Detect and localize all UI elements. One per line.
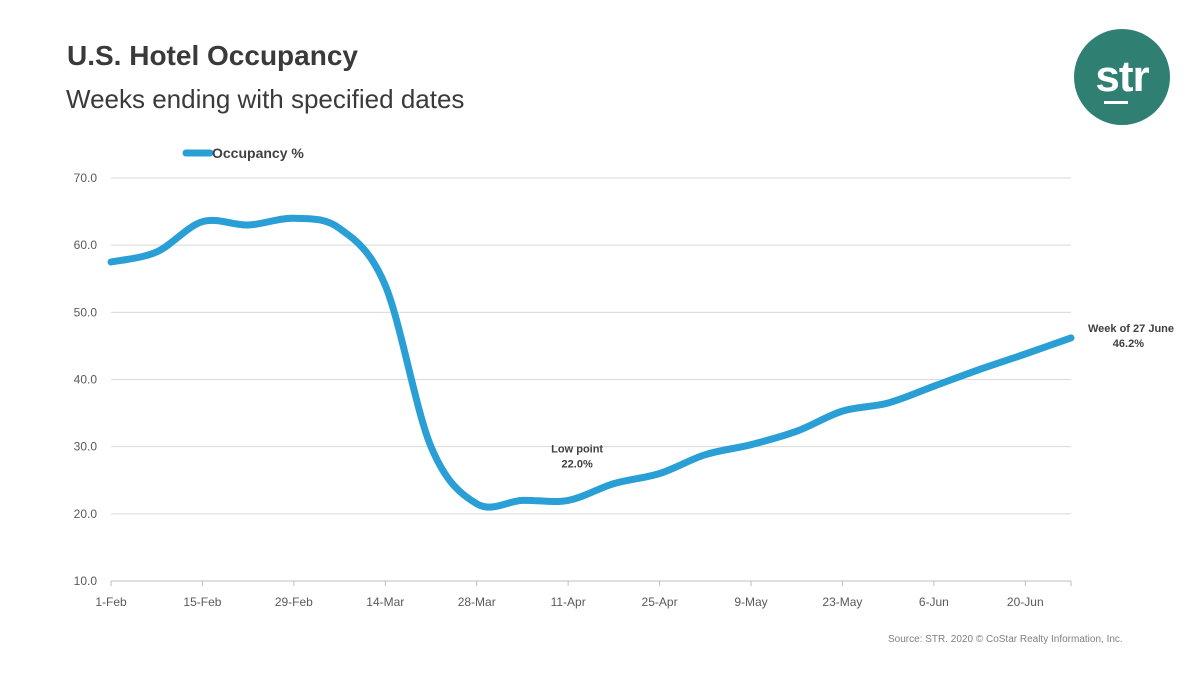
data-point [748, 442, 754, 448]
logo-text: str [1095, 52, 1149, 101]
y-tick-label: 60.0 [74, 238, 98, 252]
source-note: Source: STR. 2020 © CoStar Realty Inform… [888, 634, 1123, 645]
annotation-label: Low point [551, 443, 603, 455]
data-point [337, 225, 343, 231]
data-point [702, 452, 708, 458]
data-point [199, 219, 205, 225]
x-axis-ticks: 1-Feb 15-Feb 29-Feb 14-Mar 28-Mar 11-Apr 25-Ap… [95, 595, 1043, 609]
data-point [1068, 335, 1074, 341]
x-tick-label: 11-Apr [551, 595, 586, 609]
y-tick-label: 70.0 [74, 171, 98, 185]
y-tick-label: 30.0 [74, 440, 98, 454]
data-point [611, 481, 617, 487]
legend-label: Occupancy % [212, 145, 304, 161]
chart-title: U.S. Hotel Occupancy [67, 40, 358, 71]
legend: Occupancy % [182, 145, 304, 161]
y-tick-label: 10.0 [74, 574, 98, 588]
str-logo: str [1074, 29, 1170, 125]
x-tick-label: 28-Mar [458, 595, 496, 609]
x-tick-label: 9-May [734, 595, 767, 609]
annotation-value: 22.0% [562, 458, 593, 470]
chart-subtitle: Weeks ending with specified dates [66, 84, 465, 114]
axes [110, 580, 1072, 586]
annotations: Low point 22.0% Week of 27 June 46.2% [551, 323, 1174, 471]
x-tick-label: 6-Jun [919, 595, 949, 609]
y-axis-ticks: 10.0 20.0 30.0 40.0 50.0 60.0 70.0 [74, 171, 98, 588]
data-point [931, 383, 937, 389]
data-point [154, 249, 160, 255]
data-point [657, 471, 663, 477]
series-line-occupancy [107, 214, 1075, 511]
y-tick-label: 50.0 [74, 305, 98, 319]
data-point [565, 497, 571, 503]
annotation-label: Week of 27 June [1088, 323, 1174, 335]
x-tick-label: 1-Feb [95, 595, 127, 609]
x-tick-label: 25-Apr [642, 595, 678, 609]
data-point [839, 408, 845, 414]
data-point [794, 428, 800, 434]
x-tick-label: 20-Jun [1007, 595, 1044, 609]
data-point [1022, 351, 1028, 357]
x-tick-label: 15-Feb [183, 595, 221, 609]
gridlines [111, 177, 1071, 515]
x-tick-label: 14-Mar [366, 595, 404, 609]
data-point [428, 444, 434, 450]
data-point [108, 259, 114, 265]
data-point [474, 501, 480, 507]
data-point [291, 215, 297, 221]
y-tick-label: 40.0 [74, 373, 98, 387]
logo-underline [1104, 101, 1128, 104]
annotation-value: 46.2% [1113, 338, 1144, 350]
data-point [885, 400, 891, 406]
x-tick-label: 23-May [822, 595, 862, 609]
x-tick-label: 29-Feb [275, 595, 313, 609]
data-point [245, 222, 251, 228]
data-point [519, 497, 525, 503]
data-point [382, 282, 388, 288]
series-layer [107, 214, 1075, 511]
data-point [977, 366, 983, 372]
y-tick-label: 20.0 [74, 507, 98, 521]
